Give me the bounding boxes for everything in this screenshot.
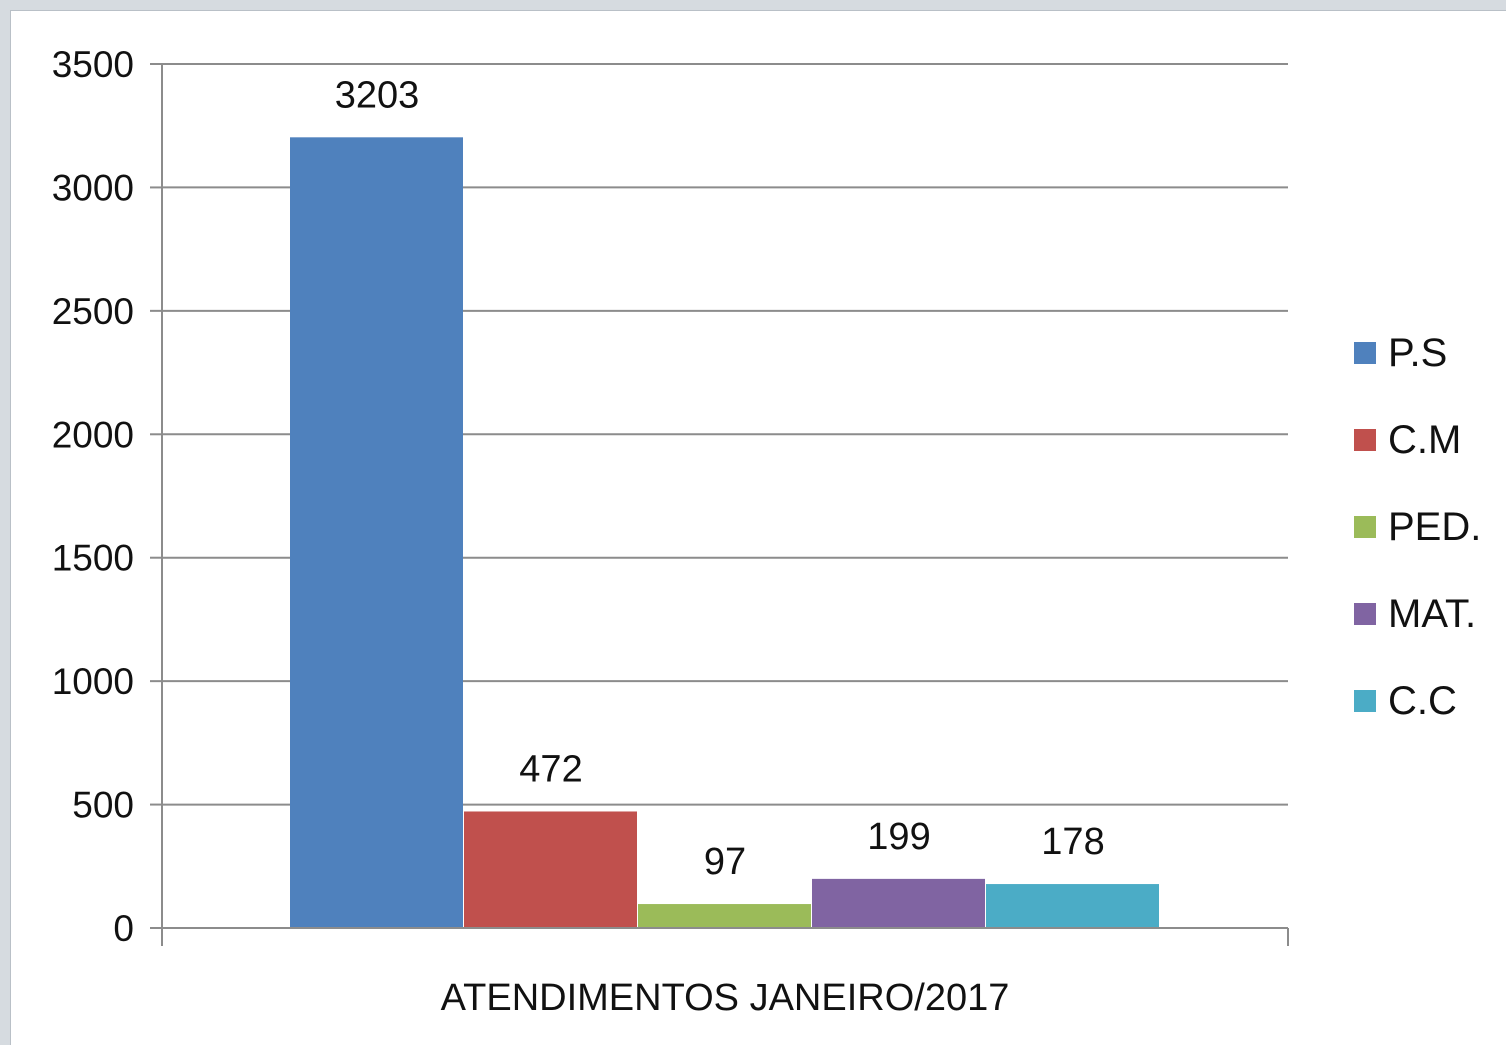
bar-c-m bbox=[464, 811, 637, 928]
legend-swatch bbox=[1354, 690, 1376, 712]
legend: P.S C.M PED. MAT. C.C bbox=[1354, 331, 1481, 723]
y-tick-label: 2500 bbox=[52, 291, 134, 332]
bar-mat bbox=[812, 878, 985, 928]
bar-ped bbox=[638, 904, 811, 928]
data-label: 3203 bbox=[335, 74, 420, 116]
bars bbox=[290, 137, 1159, 928]
bar-c-c bbox=[986, 884, 1159, 928]
legend-swatch bbox=[1354, 342, 1376, 364]
data-label: 472 bbox=[519, 748, 582, 790]
legend-label: C.M bbox=[1388, 418, 1461, 462]
y-tick-label: 3500 bbox=[52, 44, 134, 85]
data-label: 199 bbox=[867, 816, 930, 858]
y-tick-label: 1500 bbox=[52, 538, 134, 579]
chart-frame: 0 500 1000 1500 2000 2500 3000 3500 3203 472 97 19… bbox=[10, 10, 1506, 1045]
legend-swatch bbox=[1354, 429, 1376, 451]
data-label: 178 bbox=[1041, 821, 1104, 863]
y-tick-label: 0 bbox=[113, 908, 134, 949]
legend-swatch bbox=[1354, 603, 1376, 625]
x-axis-title: ATENDIMENTOS JANEIRO/2017 bbox=[441, 977, 1010, 1019]
legend-label: PED. bbox=[1388, 505, 1481, 549]
legend-label: C.C bbox=[1388, 679, 1457, 723]
legend-label: MAT. bbox=[1388, 592, 1476, 636]
data-labels: 3203 472 97 199 178 bbox=[335, 74, 1105, 883]
bar-p-s bbox=[290, 137, 463, 928]
data-label: 97 bbox=[704, 841, 746, 883]
y-tick-label: 2000 bbox=[52, 414, 134, 455]
y-tick-label: 1000 bbox=[52, 661, 134, 702]
y-tick-label: 500 bbox=[72, 785, 134, 826]
bar-chart: 0 500 1000 1500 2000 2500 3000 3500 3203 472 97 19… bbox=[52, 44, 1482, 1019]
legend-label: P.S bbox=[1388, 331, 1447, 375]
y-tick-label: 3000 bbox=[52, 167, 134, 208]
legend-swatch bbox=[1354, 516, 1376, 538]
axes: 0 500 1000 1500 2000 2500 3000 3500 bbox=[52, 44, 1289, 949]
